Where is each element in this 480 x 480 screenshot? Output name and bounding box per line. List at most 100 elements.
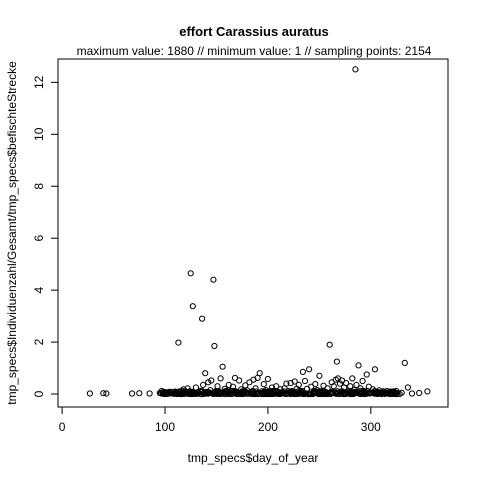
data-point <box>353 381 360 388</box>
x-axis-label: tmp_specs$day_of_year <box>188 451 319 465</box>
data-point <box>192 384 199 391</box>
data-point <box>159 390 167 397</box>
data-point <box>236 390 243 397</box>
data-point <box>295 381 302 388</box>
data-point <box>363 371 370 378</box>
x-tick-label: 100 <box>155 420 175 434</box>
data-point <box>404 384 411 391</box>
data-point <box>187 270 194 277</box>
data-point <box>202 370 209 377</box>
data-point <box>260 381 267 388</box>
data-point <box>277 386 284 393</box>
data-point <box>424 388 431 395</box>
data-point <box>330 383 337 390</box>
data-point <box>312 381 319 388</box>
data-point <box>205 379 212 386</box>
data-point <box>214 383 221 390</box>
data-point <box>103 390 110 397</box>
data-point <box>242 382 249 389</box>
data-point <box>219 363 226 370</box>
data-point <box>258 388 265 395</box>
x-tick-label: 200 <box>258 420 278 434</box>
data-point <box>336 380 344 387</box>
data-point <box>264 375 271 383</box>
data-point <box>211 342 218 350</box>
data-point <box>361 388 368 395</box>
x-axis: 0 100 200 300 <box>59 406 381 434</box>
data-point <box>287 380 294 387</box>
data-point <box>314 387 321 394</box>
y-tick-label: 12 <box>32 75 46 89</box>
data-point <box>229 383 236 390</box>
data-point <box>190 389 197 396</box>
data-point <box>196 387 204 394</box>
data-point <box>352 66 359 73</box>
data-point <box>297 387 304 394</box>
data-point <box>199 315 206 322</box>
y-tick-label: 2 <box>32 338 46 345</box>
data-point <box>234 389 241 396</box>
x-tick-label: 300 <box>361 420 381 434</box>
data-point <box>146 390 153 397</box>
data-point <box>189 303 196 310</box>
data-point <box>291 378 298 385</box>
data-point <box>289 389 296 396</box>
data-point <box>208 377 215 384</box>
data-point <box>168 388 175 395</box>
y-tick-label: 4 <box>32 286 46 293</box>
data-point <box>416 389 423 397</box>
data-point <box>86 390 94 397</box>
data-point <box>186 388 193 395</box>
data-point <box>355 362 362 369</box>
data-point <box>217 390 225 397</box>
data-point <box>285 388 292 395</box>
data-point <box>335 390 342 397</box>
data-point <box>216 389 223 396</box>
chart-title: effort Carassius auratus <box>179 24 329 39</box>
data-point <box>283 380 290 387</box>
data-point <box>343 380 350 387</box>
data-point <box>256 370 263 377</box>
data-point <box>349 375 356 382</box>
data-point <box>388 390 395 397</box>
data-point <box>326 341 333 348</box>
y-tick-label: 6 <box>32 235 46 242</box>
data-point <box>100 390 107 397</box>
data-point <box>359 377 366 385</box>
data-point <box>297 390 304 397</box>
data-point <box>348 390 355 398</box>
data-point <box>357 389 365 396</box>
data-point <box>136 390 143 397</box>
y-tick-label: 8 <box>32 183 46 190</box>
data-point <box>351 387 358 394</box>
data-point <box>371 366 378 373</box>
data-point <box>324 385 331 392</box>
data-point <box>217 375 224 382</box>
y-axis: 0 2 4 6 8 10 12 <box>32 75 59 397</box>
y-tick-label: 10 <box>32 127 46 141</box>
data-point <box>207 387 214 394</box>
data-point <box>129 390 136 397</box>
x-tick-label: 0 <box>59 420 66 434</box>
chart-subtitle: maximum value: 1880 // minimum value: 1 … <box>77 44 432 58</box>
data-point <box>273 383 280 390</box>
data-point <box>210 276 217 283</box>
data-point <box>394 390 401 397</box>
data-point <box>156 389 163 397</box>
y-axis-label: tmp_specs$Individuenzahl/Gesamt/tmp_spec… <box>5 61 19 405</box>
data-point <box>333 358 340 365</box>
data-point <box>184 385 191 392</box>
y-tick-label: 0 <box>32 390 46 397</box>
data-point <box>306 366 313 373</box>
data-point <box>401 359 408 366</box>
data-point <box>223 388 230 395</box>
data-point <box>236 377 243 384</box>
data-point <box>299 368 306 375</box>
data-point <box>171 389 178 396</box>
data-point <box>318 388 325 395</box>
data-point <box>247 390 254 397</box>
data-point <box>347 383 354 390</box>
data-point <box>357 385 364 392</box>
